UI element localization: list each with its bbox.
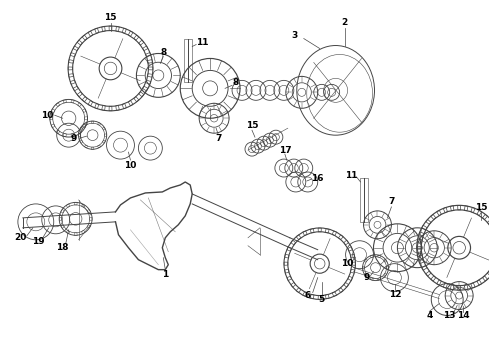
Text: 1: 1 <box>162 270 169 279</box>
Bar <box>184 39 192 82</box>
Text: 9: 9 <box>364 273 370 282</box>
Text: 10: 10 <box>124 161 137 170</box>
Text: 7: 7 <box>388 197 394 206</box>
Text: 10: 10 <box>41 111 53 120</box>
Text: 9: 9 <box>71 134 77 143</box>
Text: 3: 3 <box>292 31 298 40</box>
Text: 14: 14 <box>457 311 469 320</box>
Text: 7: 7 <box>215 134 221 143</box>
Text: 8: 8 <box>233 78 239 87</box>
Text: 19: 19 <box>32 237 45 246</box>
Text: 4: 4 <box>426 311 433 320</box>
Text: 11: 11 <box>345 171 358 180</box>
Text: 18: 18 <box>56 243 69 252</box>
Text: 6: 6 <box>305 291 311 300</box>
Text: 5: 5 <box>318 295 325 304</box>
Text: 17: 17 <box>278 145 291 154</box>
Text: 20: 20 <box>15 233 27 242</box>
Text: 13: 13 <box>443 311 456 320</box>
Text: 15: 15 <box>475 203 488 212</box>
Text: 16: 16 <box>312 174 324 183</box>
Text: 15: 15 <box>245 121 258 130</box>
Text: 8: 8 <box>160 48 167 57</box>
Text: 12: 12 <box>389 290 402 299</box>
Text: 15: 15 <box>104 13 117 22</box>
Text: 2: 2 <box>342 18 348 27</box>
Bar <box>360 178 368 222</box>
Text: 10: 10 <box>342 259 354 268</box>
Text: 11: 11 <box>196 38 208 47</box>
